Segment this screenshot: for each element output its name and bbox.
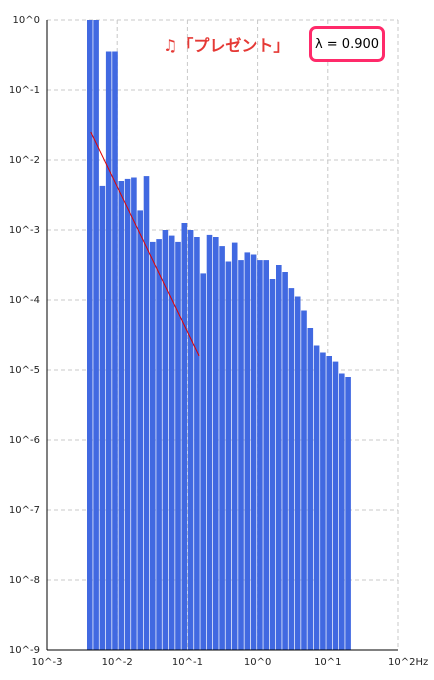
x-tick-label: 10^-2 — [102, 657, 133, 668]
chart-bar — [137, 210, 143, 650]
chart-bar — [263, 260, 269, 650]
y-tick-label: 10^-6 — [9, 435, 40, 446]
chart-bar — [168, 235, 175, 650]
chart-bar — [282, 272, 288, 650]
chart-bar — [294, 296, 301, 650]
chart-bar — [194, 237, 200, 650]
chart-bar — [307, 328, 314, 650]
chart-bar — [124, 178, 131, 650]
chart-bar — [162, 230, 169, 650]
chart-bar — [238, 260, 244, 650]
y-tick-label: 10^-9 — [9, 645, 40, 656]
chart-bar — [231, 242, 238, 650]
chart-bar — [175, 241, 181, 650]
x-tick-label: 10^0 — [244, 657, 271, 668]
y-tick-labels: 10^0 10^-1 10^-2 10^-3 10^-4 10^-5 10^-6 10^-7 1… — [9, 15, 40, 656]
chart-bar — [200, 273, 206, 650]
y-tick-label: 10^0 — [13, 15, 40, 26]
chart-bar — [150, 241, 156, 650]
chart-bar — [257, 260, 263, 650]
y-tick-label: 10^-5 — [9, 365, 40, 376]
lambda-value-text: λ = 0.900 — [314, 36, 380, 52]
chart-bar — [339, 373, 345, 650]
x-tick-label: 10^-3 — [31, 657, 62, 668]
chart-bar — [187, 230, 194, 650]
chart-bar — [269, 279, 276, 650]
chart-bar — [345, 377, 351, 650]
x-tick-label: 10^2Hz — [388, 657, 428, 668]
chart-bar — [326, 356, 332, 650]
chart-bar — [93, 20, 99, 650]
chart-bar — [213, 237, 219, 650]
x-tick-label: 10^-1 — [172, 657, 203, 668]
chart-bar — [313, 345, 320, 650]
chart-bar — [225, 261, 232, 650]
chart-fit-line — [90, 131, 200, 357]
x-tick-labels: 10^-3 10^-2 10^-1 10^0 10^1 10^2Hz — [31, 657, 428, 668]
chart-bar — [320, 352, 326, 650]
chart-bars — [87, 20, 351, 650]
chart-bar — [99, 185, 106, 650]
song-title: ♫「プレゼント」 — [163, 36, 290, 55]
lambda-value-badge: λ = 0.900 — [309, 26, 385, 62]
chart-bar — [301, 310, 307, 650]
y-tick-label: 10^-2 — [9, 155, 40, 166]
chart-bar — [332, 361, 339, 650]
chart-bar — [276, 265, 282, 650]
fit-line — [90, 131, 200, 357]
chart-bar — [206, 234, 213, 650]
chart-bar — [87, 20, 93, 650]
chart-bar — [181, 223, 188, 650]
y-tick-label: 10^-3 — [9, 225, 40, 236]
chart-bar — [105, 51, 112, 650]
chart-bar — [143, 176, 150, 650]
chart-bar — [288, 288, 295, 650]
chart-bar — [250, 254, 257, 650]
x-tick-label: 10^1 — [314, 657, 341, 668]
chart-bar — [112, 51, 118, 650]
chart-bar — [244, 252, 251, 650]
chart-bar — [156, 239, 162, 650]
y-tick-label: 10^-1 — [9, 85, 40, 96]
chart-bar — [131, 177, 137, 650]
chart-axes — [46, 20, 398, 651]
y-tick-label: 10^-4 — [9, 295, 40, 306]
y-tick-label: 10^-8 — [9, 575, 40, 586]
y-tick-label: 10^-7 — [9, 505, 40, 516]
chart-bar — [118, 181, 125, 650]
chart-bar — [219, 246, 225, 650]
